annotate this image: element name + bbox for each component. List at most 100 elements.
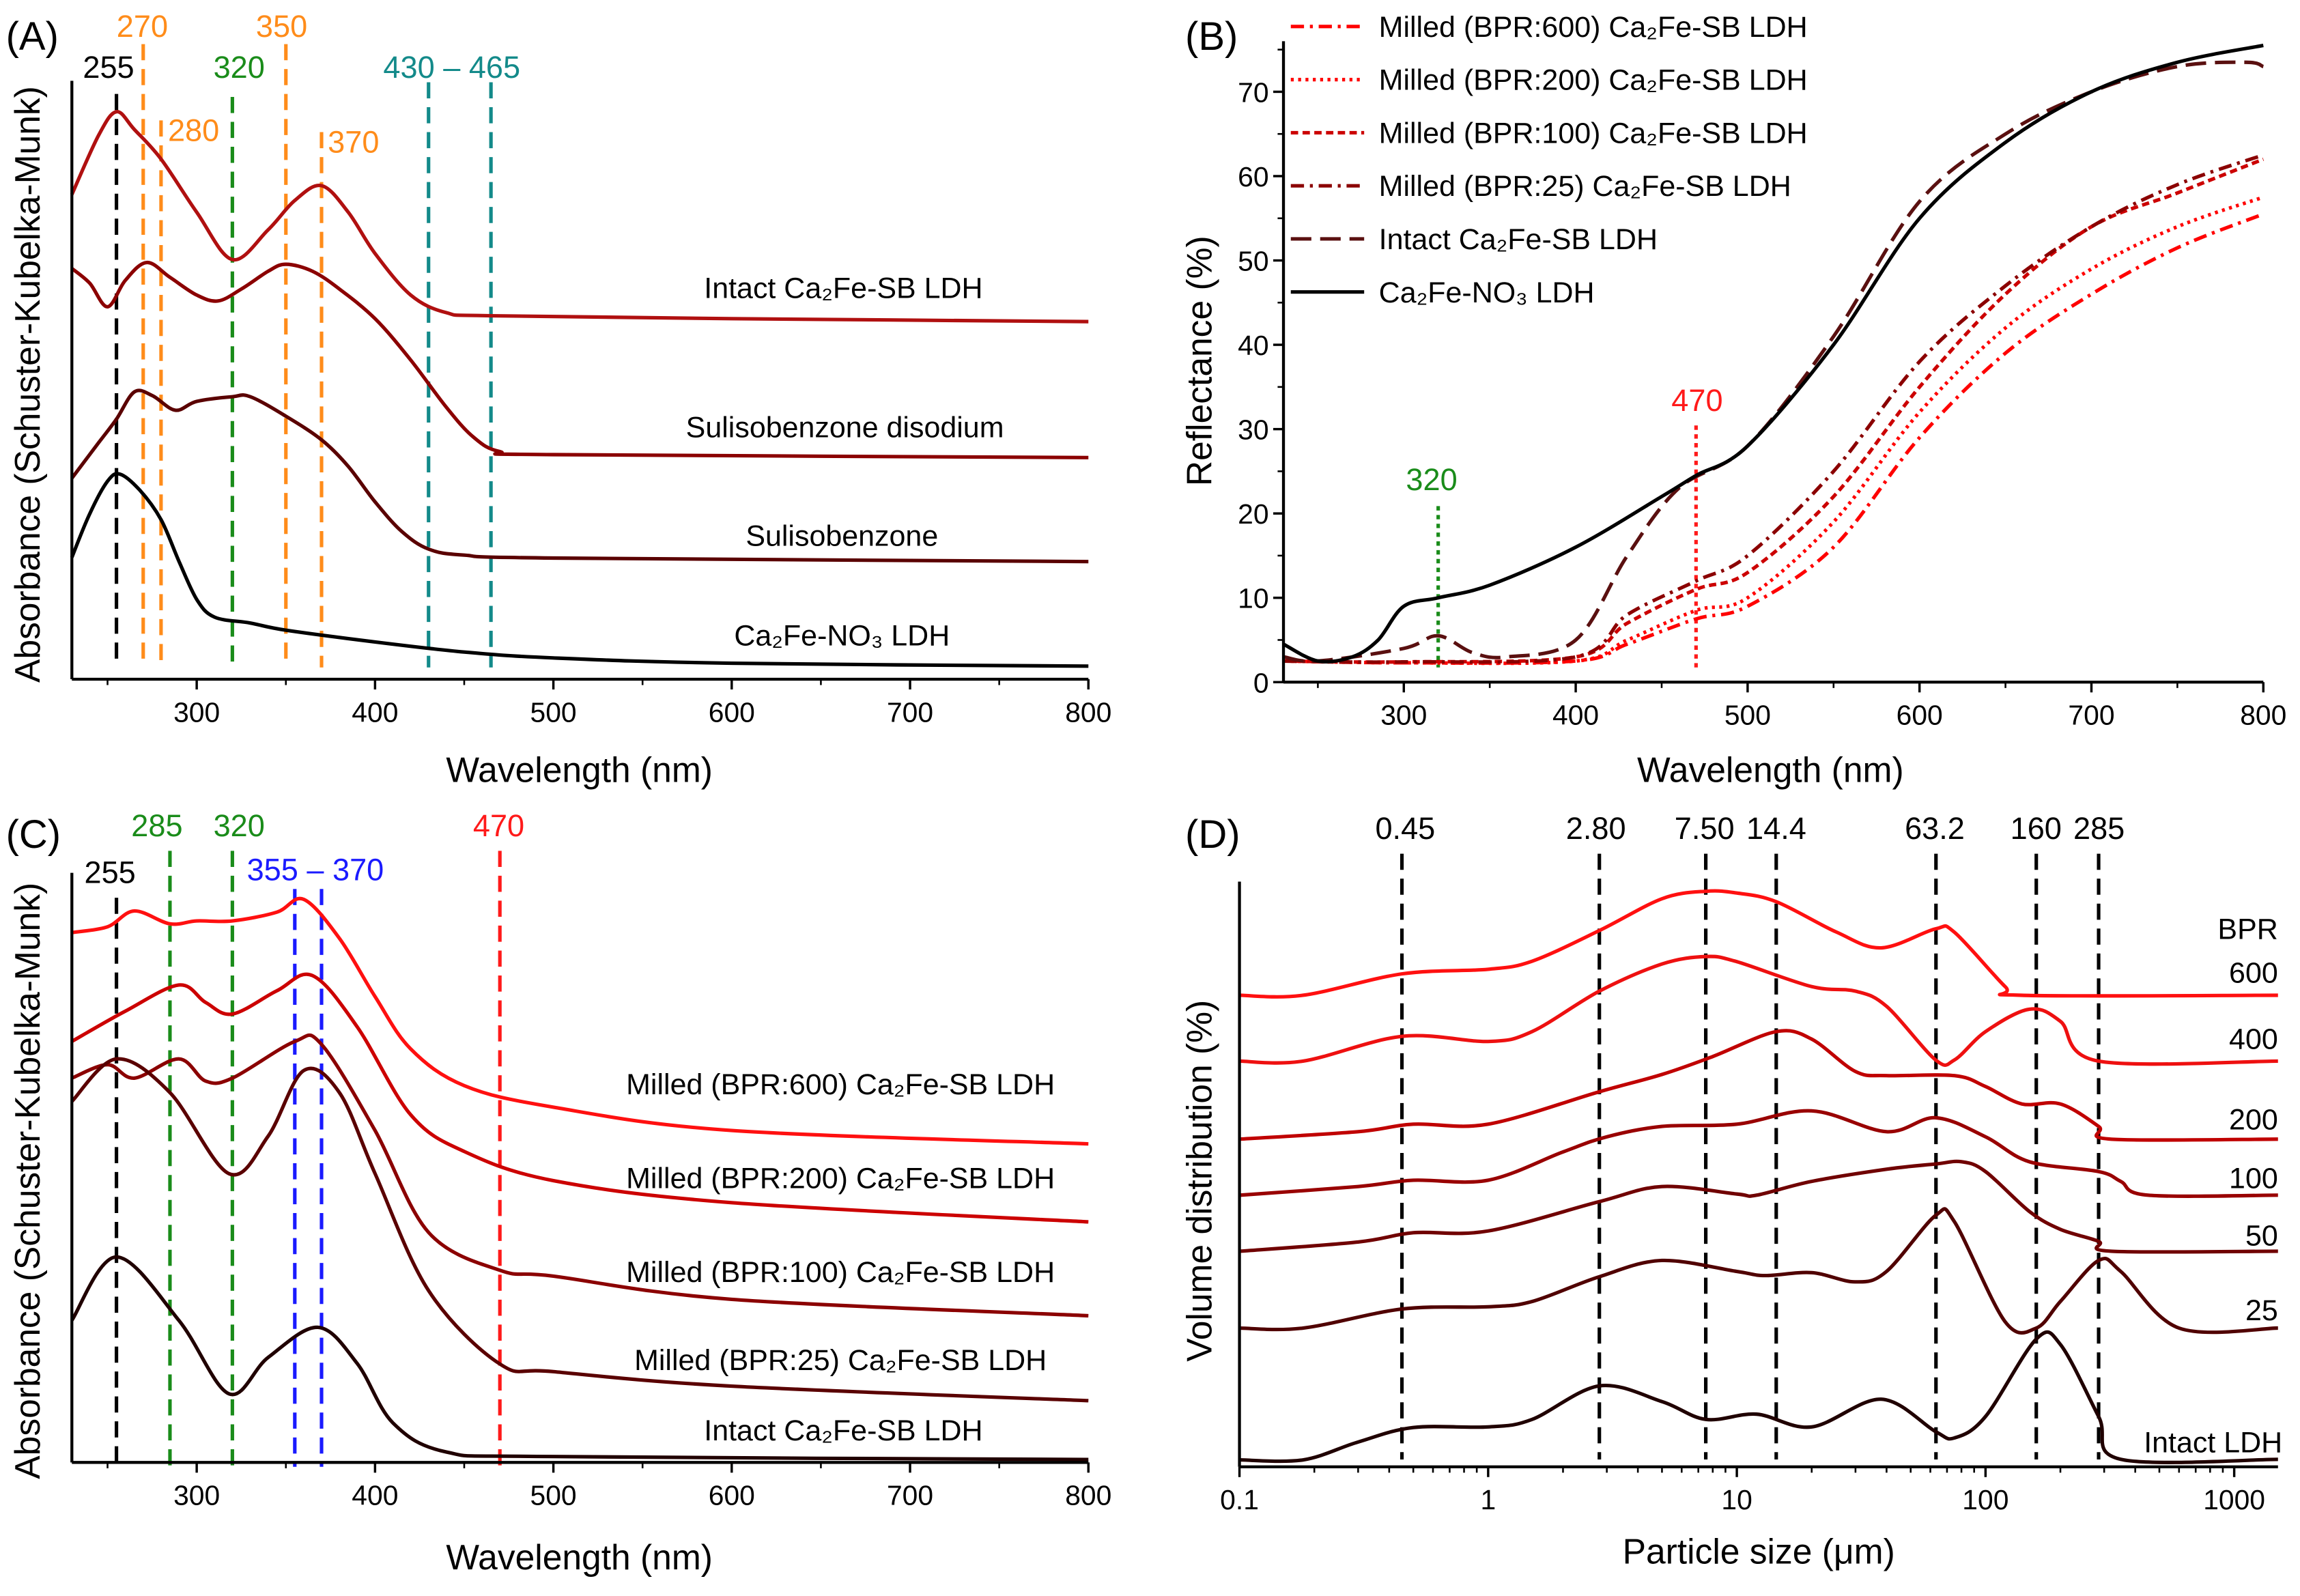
marker-label: 285 <box>2073 811 2125 846</box>
panel-label: (D) <box>1185 812 1240 857</box>
series-label: Intact Ca₂Fe-SB LDH <box>704 1414 982 1447</box>
marker-label: 0.45 <box>1375 811 1435 846</box>
marker-label: 470 <box>1671 383 1722 418</box>
marker-label: 14.4 <box>1746 811 1806 846</box>
legend-title: BPR <box>2217 913 2277 945</box>
series-label: Sulisobenzone disodium <box>686 411 1004 444</box>
marker-label: 320 <box>214 50 265 85</box>
marker-label: 350 <box>256 9 307 44</box>
marker-label: 160 <box>2011 811 2062 846</box>
panel-b: (B) Wavelength (nm) Reflectance (%) 320 470 M… <box>1180 11 2287 789</box>
marker-label: 320 <box>214 808 265 843</box>
x-tick-label: 500 <box>1724 700 1771 731</box>
y-tick-label: 60 <box>1238 161 1268 193</box>
x-tick-label: 0.1 <box>1220 1484 1259 1515</box>
series-line <box>70 1255 1089 1462</box>
x-tick-label: 1000 <box>2203 1484 2265 1515</box>
marker-label: 320 <box>1406 462 1457 497</box>
series-line <box>70 472 1089 668</box>
series-line <box>1239 1159 2278 1254</box>
marker-label: 270 <box>117 9 168 44</box>
series-line <box>71 972 1089 1224</box>
series-line <box>1239 889 2278 999</box>
series-line <box>70 1057 1089 1403</box>
y-axis-label: Absorbance (Schuster-Kubelka-Munk) <box>8 883 47 1479</box>
x-axis-label: Wavelength (nm) <box>446 750 713 789</box>
panel-label: (A) <box>6 14 59 59</box>
marker-range-label: 430 – 465 <box>383 50 520 85</box>
x-tick-label: 600 <box>1897 700 1943 731</box>
x-tick-label: 1 <box>1480 1484 1496 1515</box>
x-tick-label: 400 <box>352 696 398 728</box>
x-tick-label: 100 <box>1962 1484 2008 1515</box>
panel-a: (A) Wavelength (nm) Absorbance (Schuster-K… <box>6 9 1112 789</box>
x-tick-label: 800 <box>1065 1480 1111 1511</box>
panel-label: (B) <box>1185 14 1238 59</box>
series-line <box>71 1033 1089 1318</box>
marker-label: 2.80 <box>1566 811 1626 846</box>
y-tick-label: 0 <box>1253 667 1269 698</box>
series-line <box>71 896 1089 1146</box>
marker-range-label: 355 – 370 <box>247 852 384 887</box>
series-label: Milled (BPR:200) Ca₂Fe-SB LDH <box>626 1163 1055 1195</box>
y-tick-label: 40 <box>1238 330 1268 361</box>
panel-label: (C) <box>6 812 61 857</box>
marker-label: 7.50 <box>1675 811 1735 846</box>
x-tick-label: 400 <box>1552 700 1599 731</box>
series-label: Sulisobenzone <box>746 519 938 552</box>
marker-label: 280 <box>168 113 219 147</box>
series-line <box>1239 1207 2278 1335</box>
x-tick-label: 10 <box>1721 1484 1752 1515</box>
series-line <box>1239 954 2278 1067</box>
series-label: 100 <box>2229 1163 2278 1195</box>
y-axis-label: Absorbance (Schuster-Kubelka-Munk) <box>8 86 47 683</box>
series-line <box>1283 60 2264 664</box>
legend-entry: Intact Ca₂Fe-SB LDH <box>1379 223 1658 256</box>
series-line <box>1239 1109 2278 1198</box>
series-label: Ca₂Fe-NO₃ LDH <box>734 620 950 653</box>
series-label: Intact Ca₂Fe-SB LDH <box>704 272 982 304</box>
x-axis-label: Wavelength (nm) <box>446 1537 713 1577</box>
legend-entry: Ca₂Fe-NO₃ LDH <box>1379 276 1595 309</box>
x-tick-label: 500 <box>530 1480 577 1511</box>
series-label: 25 <box>2245 1294 2278 1327</box>
x-tick-label: 700 <box>2068 700 2114 731</box>
panel-c: (C) Wavelength (nm) Absorbance (Schuster-K… <box>6 808 1112 1577</box>
series-line <box>70 388 1089 564</box>
x-tick-label: 300 <box>173 1480 220 1511</box>
marker-label: 63.2 <box>1905 811 1965 846</box>
series-line <box>1239 1330 2278 1464</box>
marker-label: 255 <box>83 50 134 85</box>
x-tick-label: 600 <box>709 696 755 728</box>
y-axis-label: Reflectance (%) <box>1180 236 1219 486</box>
series-line <box>70 110 1089 324</box>
legend-entry: Milled (BPR:100) Ca₂Fe-SB LDH <box>1379 117 1808 149</box>
series-label: Milled (BPR:25) Ca₂Fe-SB LDH <box>634 1344 1047 1377</box>
series-line <box>70 260 1089 459</box>
x-tick-label: 800 <box>2240 700 2286 731</box>
y-tick-label: 50 <box>1238 246 1268 277</box>
x-axis-label: Particle size (μm) <box>1623 1532 1895 1571</box>
y-tick-label: 20 <box>1238 498 1268 530</box>
series-label: Intact LDH <box>2144 1426 2282 1459</box>
series-line <box>1239 1029 2278 1142</box>
legend-entry: Milled (BPR:25) Ca₂Fe-SB LDH <box>1379 170 1791 203</box>
series-label: 50 <box>2245 1219 2278 1252</box>
series-label: 400 <box>2229 1023 2278 1055</box>
marker-label: 370 <box>328 125 379 160</box>
panel-d: (D) Particle size (μm) Volume distribution… <box>1180 811 2282 1571</box>
x-tick-label: 500 <box>530 696 577 728</box>
series-line <box>1282 44 2264 664</box>
x-tick-label: 400 <box>352 1480 398 1511</box>
y-axis-label: Volume distribution (%) <box>1180 1000 1219 1362</box>
series-line <box>1283 153 2264 664</box>
marker-label: 470 <box>473 808 524 843</box>
marker-label: 255 <box>85 855 136 890</box>
y-tick-label: 70 <box>1238 76 1268 108</box>
legend-entry: Milled (BPR:200) Ca₂Fe-SB LDH <box>1379 64 1808 97</box>
series-label: Milled (BPR:100) Ca₂Fe-SB LDH <box>626 1256 1055 1289</box>
y-tick-label: 10 <box>1238 583 1268 614</box>
x-tick-label: 800 <box>1065 696 1111 728</box>
x-tick-label: 300 <box>173 696 220 728</box>
